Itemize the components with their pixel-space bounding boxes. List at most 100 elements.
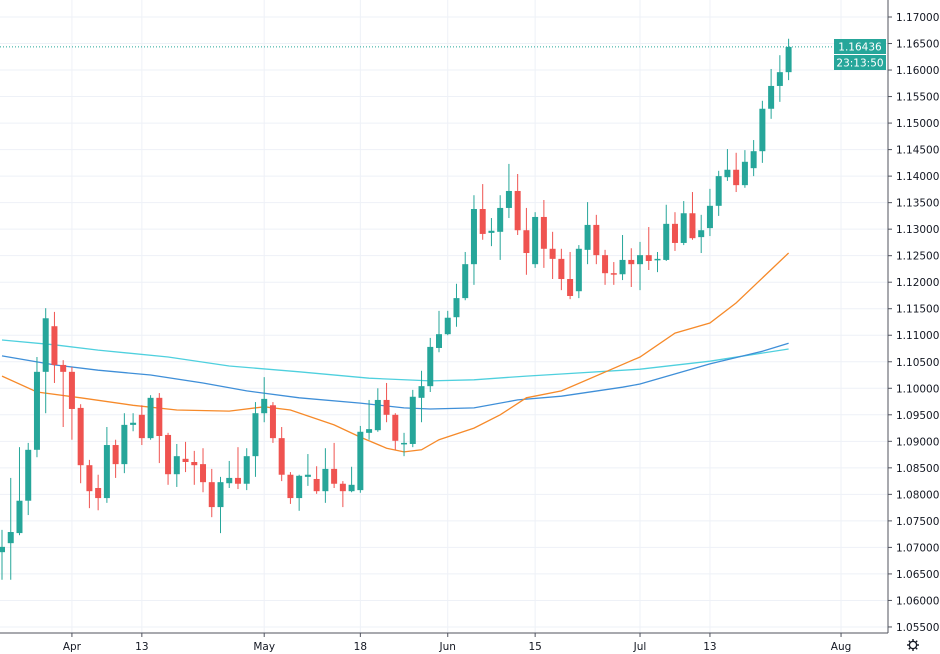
- candle-body: [663, 223, 670, 260]
- candle-body: [768, 85, 775, 109]
- candle-body: [671, 223, 678, 243]
- candle-body: [567, 279, 574, 296]
- candle-body: [706, 205, 713, 229]
- candle-body: [200, 464, 207, 483]
- candle-body: [0, 546, 5, 553]
- candle-body: [689, 213, 696, 239]
- candle: [593, 214, 600, 265]
- candle: [741, 150, 748, 188]
- last-price-badge: 1.16436: [834, 39, 886, 54]
- candle-body: [637, 255, 644, 265]
- candle-body: [182, 458, 189, 463]
- candle-body: [287, 474, 294, 499]
- candle-body: [16, 500, 23, 534]
- candle-body: [304, 474, 311, 477]
- y-tick-label: 1.16500: [896, 39, 939, 51]
- candle: [112, 439, 119, 478]
- grid: [0, 0, 888, 633]
- candle: [304, 454, 311, 486]
- y-tick-label: 1.14500: [896, 145, 939, 157]
- candle: [418, 370, 425, 423]
- candle-body: [51, 326, 58, 365]
- candle: [505, 163, 512, 219]
- price-axis[interactable]: 1.05500 1.06000 1.06500 1.07000 1.07500 1.080…: [888, 12, 939, 634]
- candle: [208, 468, 215, 518]
- candle-body: [60, 364, 67, 372]
- candle: [549, 231, 556, 280]
- candle: [470, 195, 477, 285]
- candle: [16, 447, 23, 536]
- candle: [768, 68, 775, 119]
- candle: [374, 388, 381, 432]
- candle-body: [698, 230, 705, 238]
- candle-body: [750, 151, 757, 169]
- candle-body: [645, 255, 652, 261]
- candle: [243, 448, 250, 491]
- candle: [671, 212, 678, 251]
- candle-body: [444, 317, 451, 335]
- candle: [261, 377, 268, 423]
- candle-body: [269, 405, 276, 439]
- candle-body: [296, 475, 303, 499]
- candle: [200, 448, 207, 493]
- candle-body: [549, 248, 556, 259]
- candle: [602, 249, 609, 285]
- y-tick-label: 1.09500: [896, 410, 939, 422]
- y-tick-label: 1.08500: [896, 463, 939, 475]
- gear-icon[interactable]: [907, 639, 919, 651]
- candle: [479, 184, 486, 240]
- candle-body: [759, 108, 766, 152]
- candle-body: [497, 207, 504, 232]
- y-tick-label: 1.12500: [896, 251, 939, 263]
- y-tick-label: 1.16000: [896, 65, 939, 77]
- candle-body: [331, 468, 338, 484]
- candle-body: [470, 209, 477, 265]
- candle: [776, 55, 783, 102]
- x-tick-label: 13: [703, 641, 716, 653]
- candle-body: [409, 396, 416, 444]
- candle-body: [77, 407, 84, 466]
- candle-body: [392, 414, 399, 441]
- candle: [130, 413, 137, 432]
- candle-body: [121, 424, 128, 465]
- candle-body: [436, 334, 442, 348]
- candle-body: [584, 224, 591, 250]
- time-axis[interactable]: Apr 13 May 18 Jun 15 Jul 13 Aug: [63, 633, 851, 653]
- y-tick-label: 1.14000: [896, 171, 939, 183]
- candle: [645, 227, 652, 271]
- candle-body: [103, 445, 110, 499]
- candle: [628, 248, 635, 287]
- candle: [278, 426, 285, 482]
- candle-body: [733, 169, 740, 186]
- candle-body: [462, 264, 469, 299]
- candle-body: [165, 434, 172, 475]
- candle-body: [7, 532, 14, 544]
- candle: [514, 173, 521, 235]
- candle: [427, 337, 434, 392]
- candle: [68, 367, 75, 440]
- moving-average-line: [1, 342, 789, 410]
- y-tick-label: 1.07000: [896, 542, 939, 554]
- candle-body: [619, 259, 626, 275]
- candle-body: [147, 397, 154, 439]
- y-tick-label: 1.07500: [896, 516, 939, 528]
- candle-body: [130, 422, 137, 425]
- candle-body: [741, 161, 748, 186]
- candle: [444, 310, 451, 336]
- x-tick-label: 13: [135, 641, 148, 653]
- candle-body: [243, 456, 250, 484]
- candle-body: [505, 190, 512, 208]
- candle: [121, 413, 128, 474]
- candle: [357, 425, 364, 493]
- candle-body: [252, 413, 259, 457]
- candle: [7, 477, 14, 580]
- x-tick-label: Aug: [831, 641, 852, 653]
- candle-body: [401, 442, 408, 445]
- candle-body: [453, 298, 460, 318]
- candle-body: [322, 468, 329, 492]
- candle: [60, 360, 67, 427]
- candle: [584, 202, 591, 265]
- candle-body: [86, 465, 93, 492]
- candle: [42, 308, 49, 414]
